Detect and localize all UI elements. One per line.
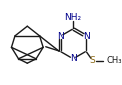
Text: N: N xyxy=(70,54,76,63)
Text: N: N xyxy=(83,32,89,41)
Text: CH₃: CH₃ xyxy=(107,56,122,65)
Text: S: S xyxy=(90,56,96,65)
Text: N: N xyxy=(57,32,64,41)
Text: NH₂: NH₂ xyxy=(65,13,82,22)
